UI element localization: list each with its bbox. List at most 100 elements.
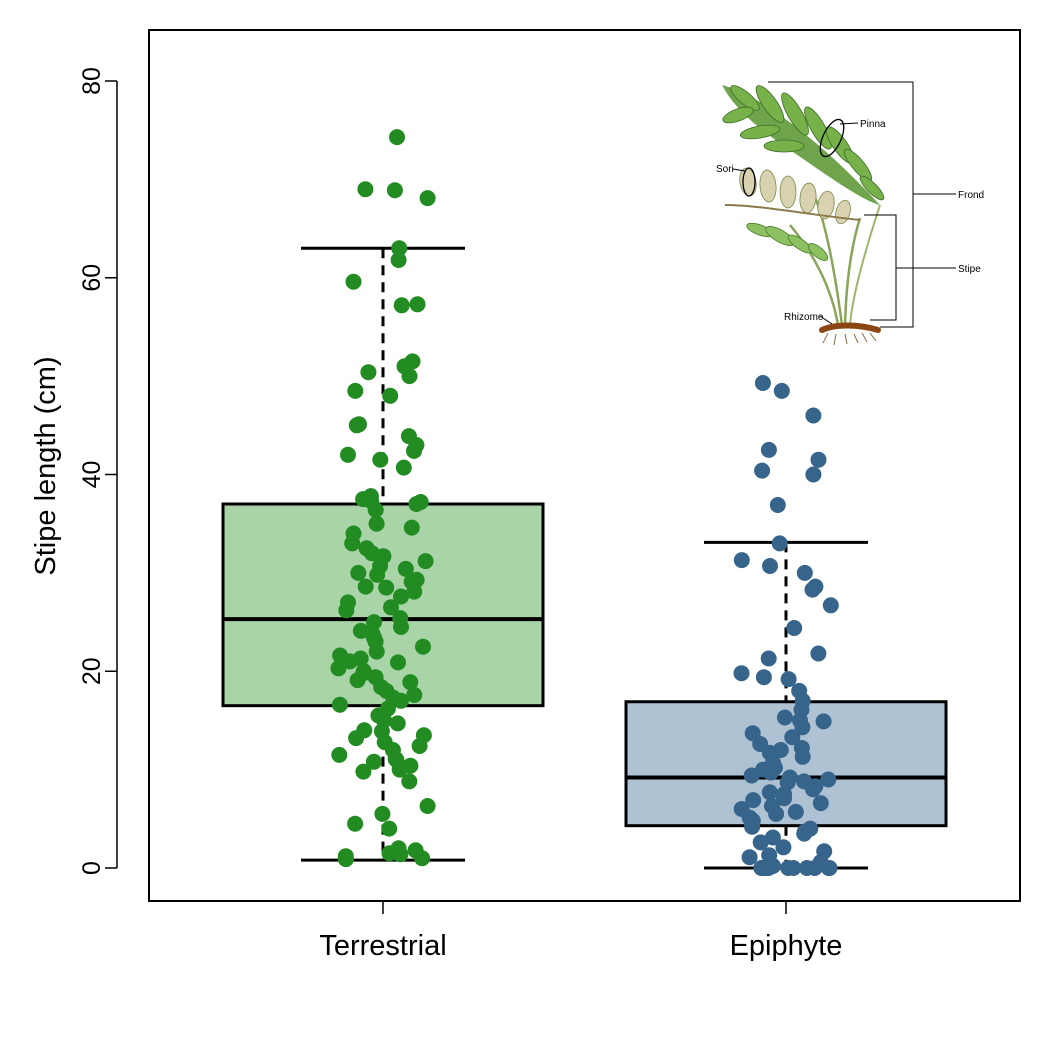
data-point (415, 638, 431, 655)
box-epiphyte (624, 540, 948, 870)
data-point (787, 803, 804, 820)
data-point (805, 466, 822, 483)
data-point (810, 451, 827, 468)
data-point (355, 763, 372, 780)
data-point (348, 730, 365, 747)
data-point (389, 715, 406, 732)
data-point (760, 441, 777, 458)
data-point (794, 719, 811, 736)
data-point (761, 784, 778, 801)
y-tick-label: 20 (78, 657, 106, 685)
data-point (342, 653, 358, 670)
data-point (417, 553, 434, 570)
y-axis-title: Stipe length (cm) (30, 356, 62, 575)
x-axis: Terrestrial Epiphyte (319, 901, 842, 962)
data-point (330, 660, 347, 677)
inset-annotation-lines (732, 81, 956, 328)
data-point (392, 846, 409, 863)
data-point (733, 552, 750, 569)
data-point (776, 709, 793, 726)
data-point (760, 650, 777, 667)
data-point (758, 860, 775, 876)
data-point (357, 181, 374, 198)
data-point (390, 252, 407, 268)
inset-label-sori: Sori (716, 164, 734, 175)
inset-label-pinna: Pinna (860, 119, 886, 130)
data-point (347, 382, 364, 399)
data-point (331, 746, 348, 763)
data-point (401, 773, 418, 790)
data-point (414, 850, 431, 867)
data-point (755, 669, 772, 686)
data-point (409, 296, 426, 313)
jitter-points (330, 129, 839, 876)
data-point (350, 564, 367, 581)
plot-frame (148, 29, 1021, 902)
data-point (810, 645, 827, 662)
data-point (337, 851, 354, 868)
data-point (393, 619, 409, 635)
data-point (771, 535, 788, 552)
data-point (406, 686, 423, 703)
data-point (345, 273, 362, 290)
y-tick-label: 60 (78, 264, 106, 292)
data-point (397, 560, 414, 577)
data-point (805, 781, 821, 798)
data-point (796, 564, 813, 581)
data-point (386, 182, 403, 199)
data-point (752, 834, 769, 851)
data-point (411, 738, 428, 754)
data-point (822, 597, 839, 614)
data-point (366, 614, 382, 631)
data-point (340, 446, 356, 463)
data-point (754, 375, 771, 391)
y-axis: 0 20 40 60 80 (78, 67, 118, 875)
data-point (806, 860, 823, 876)
inset-label-stipe: Stipe (958, 264, 981, 275)
box-plots (221, 246, 948, 870)
inset-label-frond: Frond (958, 190, 984, 201)
data-point (419, 798, 436, 814)
data-point (406, 442, 422, 459)
data-point (401, 368, 418, 385)
data-point (775, 839, 792, 856)
data-point (360, 364, 377, 381)
data-point (347, 815, 364, 832)
fern-illustration (722, 85, 885, 346)
data-point (762, 764, 779, 781)
data-point (389, 129, 405, 146)
data-point (784, 729, 801, 746)
y-tick-label: 40 (78, 461, 106, 489)
data-point (365, 753, 382, 770)
data-point (780, 671, 797, 688)
data-point (764, 829, 781, 846)
data-point (804, 581, 821, 598)
data-point (383, 599, 399, 616)
data-point (406, 583, 423, 600)
data-point (331, 696, 348, 713)
data-point (367, 501, 384, 518)
data-point (402, 674, 419, 691)
data-point (733, 665, 750, 682)
data-point (773, 382, 790, 399)
data-point (372, 451, 389, 468)
data-point (357, 578, 374, 595)
data-point (392, 692, 409, 709)
data-point (815, 713, 832, 730)
data-point (381, 820, 398, 837)
data-point (745, 792, 762, 809)
x-tick-label-epiphyte: Epiphyte (730, 930, 843, 962)
data-point (393, 297, 410, 314)
data-point (338, 602, 355, 619)
data-point (786, 620, 803, 636)
data-point (382, 387, 399, 404)
data-point (403, 519, 420, 536)
inset-label-rhizome: Rhizome (784, 312, 824, 323)
data-point (820, 860, 837, 876)
data-point (390, 654, 406, 671)
data-point (812, 795, 829, 812)
data-point (794, 748, 811, 765)
data-point (768, 805, 785, 822)
data-point (344, 535, 361, 552)
